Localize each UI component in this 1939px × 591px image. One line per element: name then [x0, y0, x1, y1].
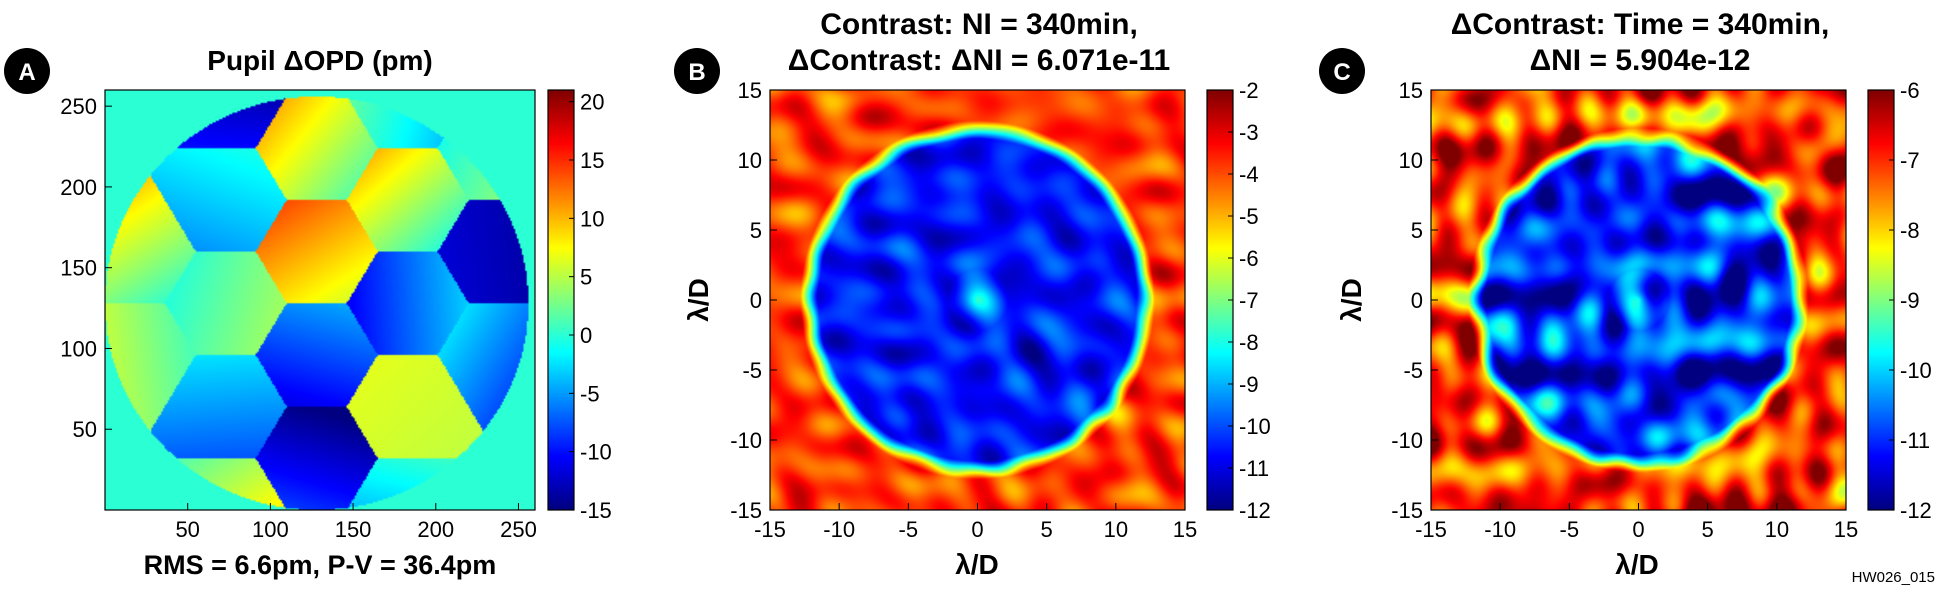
panel-b-ytick-label: -10: [730, 428, 762, 453]
panel-b-label: B: [688, 59, 705, 86]
panel-c-ytick-label: 10: [1399, 148, 1423, 173]
panel-c-colorbar-tick-label: -8: [1900, 218, 1920, 243]
panel-c-xtick-label: 5: [1702, 517, 1714, 542]
panel-b-xtick-label: 0: [971, 517, 983, 542]
panel-a-label: A: [18, 59, 35, 86]
panel-b-heatmap-image: [770, 90, 1185, 510]
panel-a-ytick-label: 200: [60, 175, 97, 200]
panel-c-badge: [1319, 48, 1365, 94]
panel-c-colorbar-tick-label: -10: [1900, 358, 1932, 383]
panel-c-xtick-label: -15: [1415, 517, 1447, 542]
panel-c-xtick-label: -5: [1560, 517, 1580, 542]
panel-b-colorbar-tick-label: -4: [1239, 162, 1259, 187]
panel-c-colorbar-ticks: -12 -11 -10 -9 -8 -7 -6: [1889, 78, 1932, 523]
panel-a-colorbar-tick-label: 15: [580, 148, 604, 173]
panel-c-xtick-label: 15: [1834, 517, 1858, 542]
panel-b-ticks: -15 -10 -5 0 5 10 15 -15 -10 -5 0 5 10 15: [730, 78, 1197, 542]
panel-b-xtick-label: -15: [754, 517, 786, 542]
panel-b-colorbar-tick-label: -7: [1239, 288, 1259, 313]
panel-a-colorbar-tick-label: 0: [580, 323, 592, 348]
panel-b-badge: [674, 48, 720, 94]
panel-c-heatmap-image: [1431, 90, 1846, 510]
panel-b-xtick-label: 5: [1041, 517, 1053, 542]
panel-b-colorbar-tick-label: -10: [1239, 414, 1271, 439]
panel-a-badge: [4, 48, 50, 94]
panel-b-colorbar-ticks: -12 -11 -10 -9 -8 -7 -6 -5 -4 -3 -2: [1228, 78, 1271, 523]
panel-c-colorbar-tick-label: -12: [1900, 498, 1932, 523]
panel-b-ytick-label: 0: [750, 288, 762, 313]
panel-a-colorbar-tick-label: 20: [580, 90, 604, 115]
panel-c-ytick-label: 15: [1399, 78, 1423, 103]
panel-c-title-line-1: ΔContrast: Time = 340min,: [1451, 8, 1830, 41]
panel-a-colorbar-tick-label: -5: [580, 381, 600, 406]
panel-a-plot-frame: [104, 89, 536, 511]
panel-c-ylabel: λ/D: [1336, 278, 1367, 322]
panel-b-ytick-label: 15: [738, 78, 762, 103]
panel-a-ytick-label: 50: [73, 417, 97, 442]
panel-c-colorbar-tick-label: -11: [1900, 428, 1930, 453]
panel-a-xtick-label: 150: [335, 517, 372, 542]
panel-a-xtick-label: 200: [417, 517, 454, 542]
panel-c-colorbar-tick-label: -9: [1900, 288, 1920, 313]
panel-c-title-line-2: ΔNI = 5.904e-12: [1530, 44, 1751, 77]
panel-c-colorbar-tick-label: -6: [1900, 78, 1920, 103]
panel-a: A Pupil ΔOPD (pm) 50 100 150 200 25050100150…: [4, 45, 612, 580]
panel-a-colorbar-tick-label: 10: [580, 206, 604, 231]
panel-c-xlabel: λ/D: [1615, 549, 1659, 580]
panel-b-title-line-1: Contrast: NI = 340min,: [820, 8, 1138, 41]
panel-a-xtick-label: 250: [500, 517, 537, 542]
panel-b-colorbar-tick-label: -3: [1239, 120, 1259, 145]
panel-b-ytick-label: -5: [742, 358, 762, 383]
panel-a-colorbar-tick-label: -10: [580, 440, 612, 465]
panel-a-caption: RMS = 6.6pm, P-V = 36.4pm: [144, 550, 497, 580]
panel-c: C ΔContrast: Time = 340min, ΔNI = 5.904e…: [1319, 8, 1932, 580]
panel-b-xtick-label: -10: [823, 517, 855, 542]
panel-b-xtick-label: -5: [899, 517, 919, 542]
panel-b-title-line-2: ΔContrast: ΔNI = 6.071e-11: [788, 44, 1170, 77]
panel-c-ytick-label: -15: [1391, 498, 1423, 523]
panel-b-colorbar-tick-label: -9: [1239, 372, 1259, 397]
panel-c-xtick-label: -10: [1484, 517, 1516, 542]
panel-b-colorbar-tick-label: -11: [1239, 456, 1269, 481]
figure-id-label: HW026_015: [1852, 569, 1935, 586]
panel-c-ytick-label: 0: [1411, 288, 1423, 313]
panel-a-title: Pupil ΔOPD (pm): [207, 45, 432, 76]
panel-b: B Contrast: NI = 340min, ΔContrast: ΔNI …: [674, 8, 1271, 580]
panel-b-xtick-label: 15: [1173, 517, 1197, 542]
panel-b-ytick-label: -15: [730, 498, 762, 523]
panel-c-ticks: -15 -10 -5 0 5 10 15 -15 -10 -5 0 5 10 15: [1391, 78, 1858, 542]
panel-b-colorbar-tick-label: -6: [1239, 246, 1259, 271]
panel-b-colorbar-tick-label: -8: [1239, 330, 1259, 355]
panel-b-colorbar-tick-label: -5: [1239, 204, 1259, 229]
panel-a-ytick-label: 250: [60, 94, 97, 119]
panel-a-colorbar-tick-label: -15: [580, 498, 612, 523]
panel-a-ticks: 50 100 150 200 250 50 100 150 200 250: [60, 94, 537, 542]
panel-a-heatmap-image: [105, 90, 535, 510]
panel-a-xtick-label: 100: [252, 517, 289, 542]
panel-a-colorbar-tick-label: 5: [580, 265, 592, 290]
panel-c-xtick-label: 10: [1765, 517, 1789, 542]
panel-b-ylabel: λ/D: [683, 278, 714, 322]
panel-c-ytick-label: -10: [1391, 428, 1423, 453]
panel-b-ytick-label: 10: [738, 148, 762, 173]
panel-a-ytick-label: 150: [60, 256, 97, 281]
panel-a-ytick-label: 100: [60, 336, 97, 361]
panel-c-xtick-label: 0: [1632, 517, 1644, 542]
panel-a-colorbar: [548, 90, 574, 510]
panel-b-xtick-label: 10: [1104, 517, 1128, 542]
panel-c-colorbar-tick-label: -7: [1900, 148, 1920, 173]
panel-b-colorbar-tick-label: -12: [1239, 498, 1271, 523]
panel-a-colorbar-ticks: -15 -10 -5 0 5 10 15 20: [569, 90, 612, 523]
panel-c-ytick-label: 5: [1411, 218, 1423, 243]
panel-b-ytick-label: 5: [750, 218, 762, 243]
panel-a-colorbar-frame: [547, 89, 575, 511]
panel-c-ytick-label: -5: [1403, 358, 1423, 383]
panel-a-xtick-label: 50: [175, 517, 199, 542]
panel-c-label: C: [1333, 59, 1350, 86]
panel-b-xlabel: λ/D: [955, 549, 999, 580]
panel-b-colorbar-tick-label: -2: [1239, 78, 1259, 103]
